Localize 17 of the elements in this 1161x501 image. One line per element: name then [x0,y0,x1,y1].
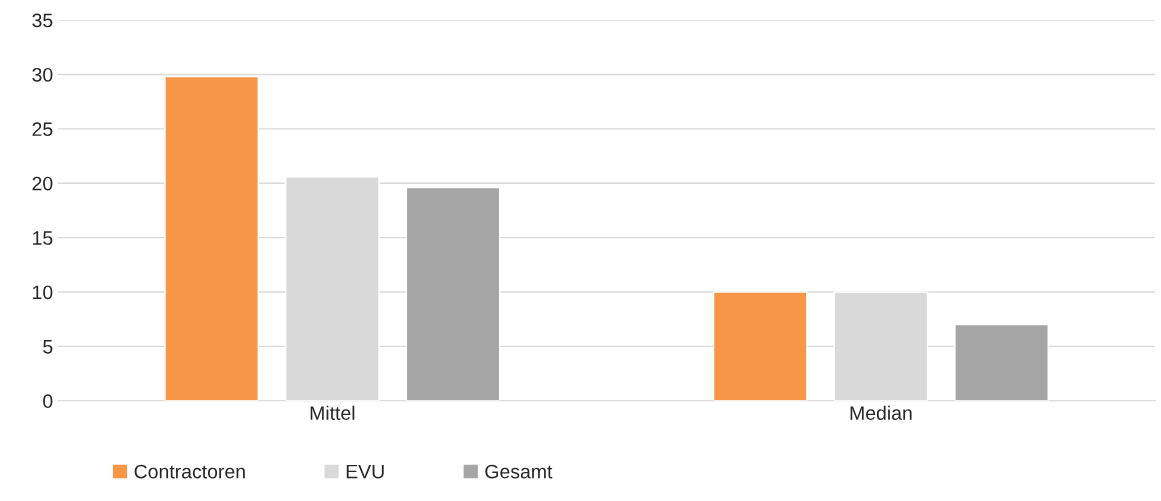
y-tick-label: 10 [33,285,53,300]
legend-label: Contractoren [134,464,245,479]
y-tick-label: 35 [32,13,53,28]
y-tick-label: 30 [32,67,53,82]
y-tick-label: 5 [43,340,53,354]
bar [954,323,1049,401]
y-tick-label: 0 [43,394,53,409]
y-tick-label: 15 [33,231,53,245]
x-tick-label: Median [850,405,912,420]
bar [405,186,501,401]
bar [164,75,259,401]
y-tick-label: 20 [32,176,53,191]
legend-label: EVU [346,464,384,479]
y-tick-label: 25 [32,122,53,137]
x-tick-label: Mittel [310,405,355,420]
bar [712,291,808,401]
legend-label: Gesamt [485,464,553,479]
